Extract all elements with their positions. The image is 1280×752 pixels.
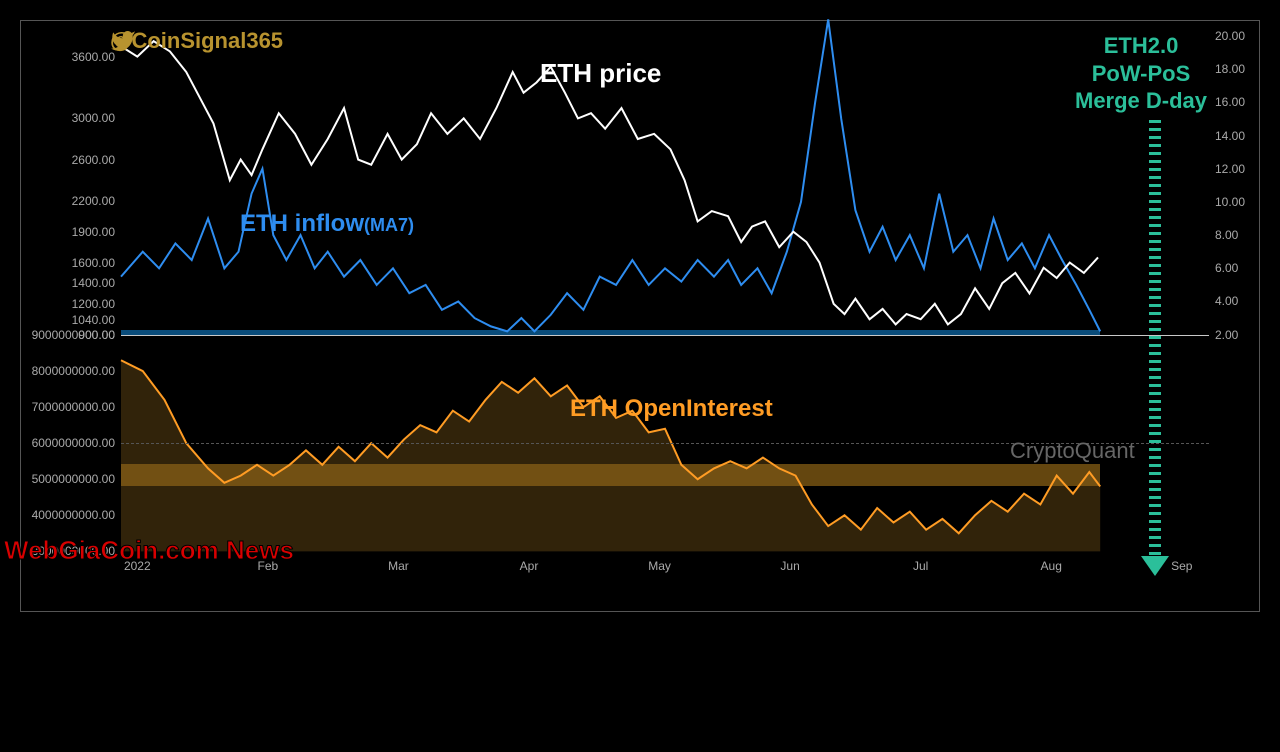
merge-line: ETH2.0 [1075,32,1207,60]
y-tick-left: 1200.00 [72,297,115,311]
chart-frame: 900.001040.001200.001400.001600.001900.0… [20,20,1260,612]
upper-panel: 900.001040.001200.001400.001600.001900.0… [121,36,1209,335]
news-text: WebGiaCoin.com News [4,535,294,565]
y-tick-oi: 7000000000.00 [32,400,115,414]
y-tick-right: 20.00 [1215,29,1245,43]
y-tick-left: 3600.00 [72,50,115,64]
y-tick-oi: 9000000000.00 [32,328,115,342]
twitter-handle: @CoinSignal365 [110,28,283,54]
y-tick-left: 2200.00 [72,194,115,208]
y-tick-left: 1400.00 [72,276,115,290]
y-tick-left: 2600.00 [72,153,115,167]
label-eth-inflow-suffix: (MA7) [364,215,414,235]
upper-svg [121,36,1209,335]
label-eth-inflow: ETH inflow(MA7) [240,210,414,238]
merge-arrow [1131,120,1280,752]
y-tick-right: 16.00 [1215,95,1245,109]
x-tick: Mar [388,559,409,573]
y-tick-left: 1040.00 [72,313,115,327]
watermark-cryptoquant: CryptoQuant [1010,438,1135,464]
y-tick-right: 18.00 [1215,62,1245,76]
area-oi [121,360,1100,551]
label-eth-openinterest: ETH OpenInterest [570,395,773,423]
x-tick: Jun [780,559,799,573]
chart-area: 900.001040.001200.001400.001600.001900.0… [121,36,1209,551]
x-tick: Apr [520,559,539,573]
label-merge-dday: ETH2.0PoW-PoSMerge D-day [1075,32,1207,115]
x-tick: May [648,559,671,573]
label-eth-inflow-main: ETH inflow [240,210,364,237]
news-watermark: WebGiaCoin.com News [4,535,294,566]
y-tick-oi: 6000000000.00 [32,436,115,450]
y-tick-oi: 5000000000.00 [32,472,115,486]
y-tick-oi: 4000000000.00 [32,508,115,522]
y-tick-left: 1600.00 [72,256,115,270]
y-tick-left: 3000.00 [72,111,115,125]
merge-line: Merge D-day [1075,87,1207,115]
merge-line: PoW-PoS [1075,60,1207,88]
x-tick: Aug [1041,559,1062,573]
y-tick-oi: 8000000000.00 [32,364,115,378]
label-eth-price: ETH price [540,58,661,89]
y-tick-left: 1900.00 [72,225,115,239]
x-tick: Jul [913,559,928,573]
twitter-icon [110,28,136,54]
